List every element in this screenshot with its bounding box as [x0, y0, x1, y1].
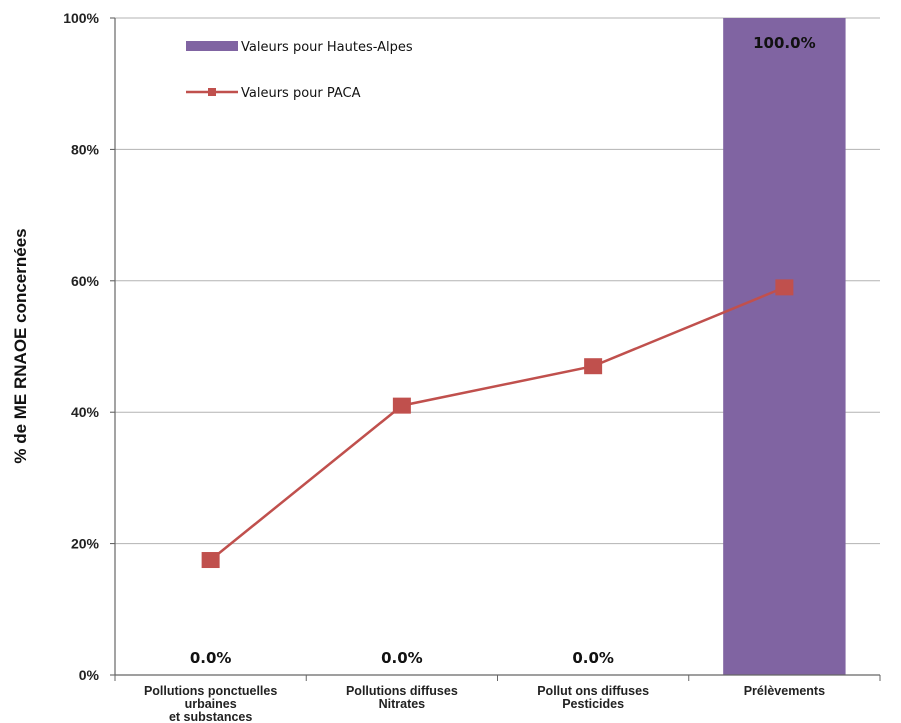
line-series [201, 279, 794, 569]
y-tick-label: 80% [71, 141, 100, 157]
x-tick-label: Nitrates [379, 697, 426, 711]
y-tick-label: 60% [71, 273, 100, 289]
line-paca [209, 286, 785, 561]
line-marker [775, 279, 794, 296]
line-marker [584, 358, 603, 375]
line-marker [392, 397, 411, 414]
bar [723, 18, 846, 675]
y-tick-labels: 0% 20% 40% 60% 80% 100% [63, 10, 99, 683]
legend: Valeurs pour Hautes-Alpes Valeurs pour P… [186, 40, 413, 101]
bar-data-label: 0.0% [381, 649, 423, 667]
y-tick-label: 0% [79, 667, 100, 683]
legend-label-paca: Valeurs pour PACA [241, 86, 361, 101]
data-labels: 0.0% 0.0% 0.0% 100.0% [190, 34, 816, 667]
y-tick-label: 40% [71, 404, 100, 420]
y-axis-label: % de ME RNAOE concernées [11, 228, 30, 463]
x-tick-label: et substances [169, 710, 252, 723]
legend-swatch-hautes-alpes [186, 41, 238, 51]
x-tick-label: Pollutions ponctuelles [144, 684, 277, 698]
bar-series [723, 18, 846, 675]
line-marker [201, 552, 220, 569]
y-tick-label: 100% [63, 10, 99, 26]
axes [110, 17, 881, 681]
x-tick-label: Pollutions diffuses [346, 684, 458, 698]
x-tick-label: Prélèvements [744, 684, 825, 698]
bar-data-label: 0.0% [190, 649, 232, 667]
x-tick-label: urbaines [185, 697, 237, 711]
x-tick-label: Pollut ons diffuses [537, 684, 649, 698]
bar-data-label: 100.0% [753, 34, 815, 52]
legend-label-hautes-alpes: Valeurs pour Hautes-Alpes [241, 40, 413, 55]
legend-marker-paca [208, 88, 216, 96]
y-tick-label: 20% [71, 536, 100, 552]
x-tick-label: Pesticides [562, 697, 624, 711]
bar-data-label: 0.0% [572, 649, 614, 667]
